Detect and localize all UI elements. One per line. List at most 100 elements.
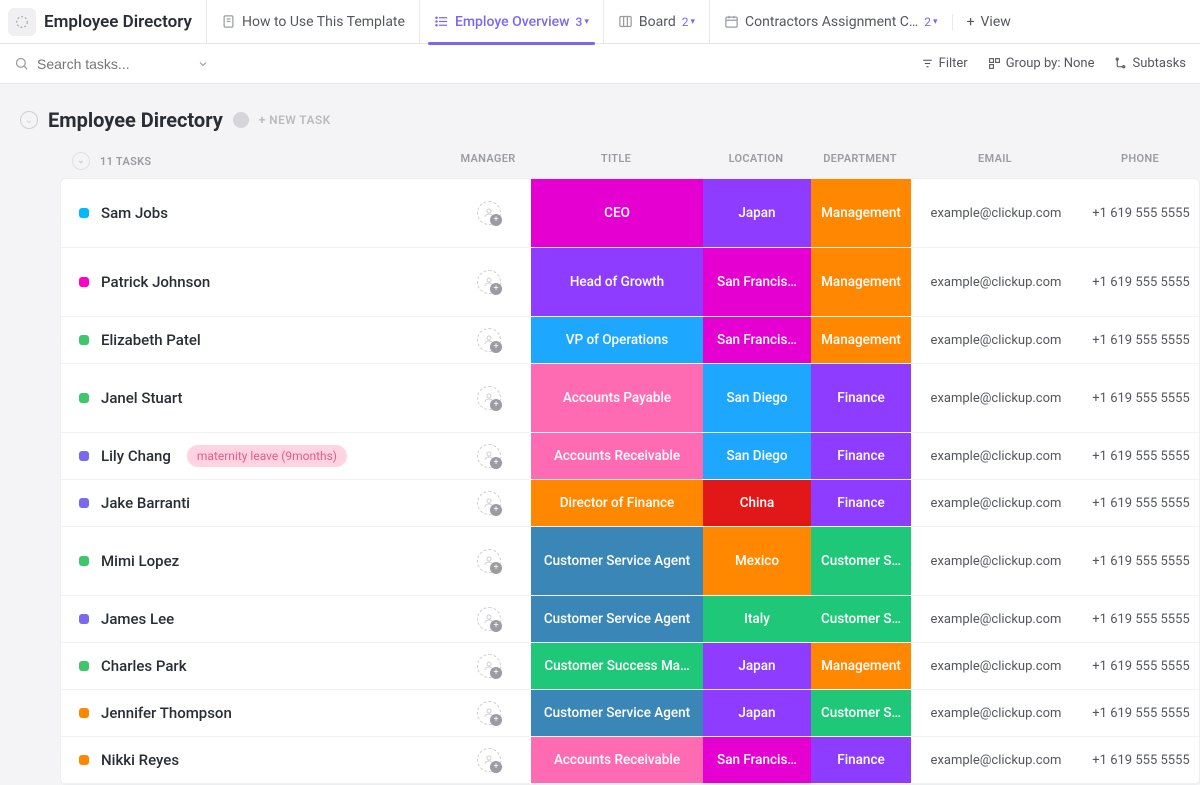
cell-phone[interactable]: +1 619 555 5555 xyxy=(1081,480,1200,526)
cell-tag[interactable]: Director of Finance xyxy=(531,480,703,526)
cell-tag[interactable]: Finance xyxy=(811,737,911,783)
cell-tag[interactable]: CEO xyxy=(531,179,703,247)
table-row[interactable]: Jake Barranti Director of FinanceChinaFin… xyxy=(61,480,1199,527)
cell-tag[interactable]: Accounts Receivable xyxy=(531,433,703,479)
cell-manager[interactable] xyxy=(447,364,531,432)
cell-email[interactable]: example@clickup.com xyxy=(911,364,1081,432)
cell-tag[interactable]: China xyxy=(703,480,811,526)
expand-all-button[interactable]: ⌄ xyxy=(72,152,90,170)
cell-name[interactable]: Lily Changmaternity leave (9months) xyxy=(61,433,447,479)
cell-tag[interactable]: Japan xyxy=(703,643,811,689)
assign-manager-icon[interactable] xyxy=(477,549,501,573)
assign-manager-icon[interactable] xyxy=(477,328,501,352)
cell-name[interactable]: Charles Park xyxy=(61,643,447,689)
cell-manager[interactable] xyxy=(447,596,531,642)
cell-manager[interactable] xyxy=(447,737,531,783)
cell-tag[interactable]: Japan xyxy=(703,690,811,736)
cell-tag[interactable]: Customer Service Agent xyxy=(531,596,703,642)
tab-contractors-assignment-c[interactable]: Contractors Assignment C…2 ▾ xyxy=(709,0,952,44)
filter-button[interactable]: Filter xyxy=(921,56,968,71)
cell-email[interactable]: example@clickup.com xyxy=(911,596,1081,642)
status-indicator[interactable] xyxy=(79,755,89,765)
new-task-button[interactable]: + NEW TASK xyxy=(259,113,331,127)
cell-name[interactable]: Sam Jobs xyxy=(61,179,447,247)
cell-tag[interactable]: Mexico xyxy=(703,527,811,595)
cell-tag[interactable]: Management xyxy=(811,179,911,247)
cell-tag[interactable]: Customer Success Ma… xyxy=(531,643,703,689)
cell-manager[interactable] xyxy=(447,433,531,479)
cell-tag[interactable]: Finance xyxy=(811,480,911,526)
cell-name[interactable]: Jake Barranti xyxy=(61,480,447,526)
info-icon[interactable] xyxy=(233,112,249,128)
cell-manager[interactable] xyxy=(447,317,531,363)
cell-tag[interactable]: Accounts Receivable xyxy=(531,737,703,783)
status-indicator[interactable] xyxy=(79,208,89,218)
col-location[interactable]: LOCATION xyxy=(702,152,810,170)
status-indicator[interactable] xyxy=(79,277,89,287)
search-input[interactable] xyxy=(37,56,187,72)
status-indicator[interactable] xyxy=(79,393,89,403)
status-indicator[interactable] xyxy=(79,498,89,508)
col-email[interactable]: EMAIL xyxy=(910,152,1080,170)
cell-tag[interactable]: Management xyxy=(811,317,911,363)
cell-email[interactable]: example@clickup.com xyxy=(911,480,1081,526)
cell-tag[interactable]: Customer Service Agent xyxy=(531,690,703,736)
cell-name[interactable]: Patrick Johnson xyxy=(61,248,447,316)
table-row[interactable]: James LeeCustomer Service AgentItalyCust… xyxy=(61,596,1199,643)
cell-email[interactable]: example@clickup.com xyxy=(911,317,1081,363)
cell-name[interactable]: James Lee xyxy=(61,596,447,642)
cell-phone[interactable]: +1 619 555 5555 xyxy=(1081,433,1200,479)
status-indicator[interactable] xyxy=(79,556,89,566)
cell-manager[interactable] xyxy=(447,527,531,595)
cell-phone[interactable]: +1 619 555 5555 xyxy=(1081,527,1200,595)
cell-manager[interactable] xyxy=(447,248,531,316)
cell-tag[interactable]: Finance xyxy=(811,433,911,479)
assign-manager-icon[interactable] xyxy=(477,701,501,725)
workspace-logo[interactable] xyxy=(8,8,36,36)
cell-name[interactable]: Jennifer Thompson xyxy=(61,690,447,736)
table-row[interactable]: Charles Park Customer Success Ma…JapanMan… xyxy=(61,643,1199,690)
table-row[interactable]: Patrick JohnsonHead of GrowthSan Francis… xyxy=(61,248,1199,317)
cell-tag[interactable]: Finance xyxy=(811,364,911,432)
tab-board[interactable]: Board2 ▾ xyxy=(603,0,709,44)
cell-tag[interactable]: Customer S… xyxy=(811,690,911,736)
assign-manager-icon[interactable] xyxy=(477,748,501,772)
cell-name[interactable]: Mimi Lopez xyxy=(61,527,447,595)
col-department[interactable]: DEPARTMENT xyxy=(810,152,910,170)
table-row[interactable]: Sam Jobs CEOJapanManagementexample@clicku… xyxy=(61,179,1199,248)
table-row[interactable]: Elizabeth PatelVP of OperationsSan Franc… xyxy=(61,317,1199,364)
cell-phone[interactable]: +1 619 555 5555 xyxy=(1081,364,1200,432)
cell-tag[interactable]: Customer S… xyxy=(811,596,911,642)
cell-manager[interactable] xyxy=(447,643,531,689)
cell-tag[interactable]: San Francis… xyxy=(703,317,811,363)
cell-phone[interactable]: +1 619 555 5555 xyxy=(1081,179,1200,247)
cell-manager[interactable] xyxy=(447,690,531,736)
tag-badge[interactable]: maternity leave (9months) xyxy=(187,445,347,467)
cell-tag[interactable]: Customer Service Agent xyxy=(531,527,703,595)
cell-email[interactable]: example@clickup.com xyxy=(911,179,1081,247)
cell-tag[interactable]: Japan xyxy=(703,179,811,247)
cell-manager[interactable] xyxy=(447,179,531,247)
cell-tag[interactable]: Accounts Payable xyxy=(531,364,703,432)
group-button[interactable]: Group by: None xyxy=(988,56,1095,71)
tab-employe-overview[interactable]: Employe Overview3 ▾ xyxy=(419,0,603,44)
cell-phone[interactable]: +1 619 555 5555 xyxy=(1081,643,1200,689)
cell-tag[interactable]: San Diego xyxy=(703,433,811,479)
cell-phone[interactable]: +1 619 555 5555 xyxy=(1081,317,1200,363)
table-row[interactable]: Mimi Lopez Customer Service AgentMexicoCu… xyxy=(61,527,1199,596)
cell-phone[interactable]: +1 619 555 5555 xyxy=(1081,248,1200,316)
cell-phone[interactable]: +1 619 555 5555 xyxy=(1081,690,1200,736)
col-manager[interactable]: MANAGER xyxy=(446,152,530,170)
add-view-button[interactable]: + View xyxy=(952,14,1025,30)
cell-email[interactable]: example@clickup.com xyxy=(911,527,1081,595)
cell-tag[interactable]: Management xyxy=(811,248,911,316)
status-indicator[interactable] xyxy=(79,335,89,345)
subtasks-button[interactable]: Subtasks xyxy=(1114,56,1186,71)
cell-tag[interactable]: Management xyxy=(811,643,911,689)
cell-tag[interactable]: Customer S… xyxy=(811,527,911,595)
assign-manager-icon[interactable] xyxy=(477,491,501,515)
cell-email[interactable]: example@clickup.com xyxy=(911,433,1081,479)
cell-email[interactable]: example@clickup.com xyxy=(911,643,1081,689)
cell-name[interactable]: Elizabeth Patel xyxy=(61,317,447,363)
status-indicator[interactable] xyxy=(79,614,89,624)
